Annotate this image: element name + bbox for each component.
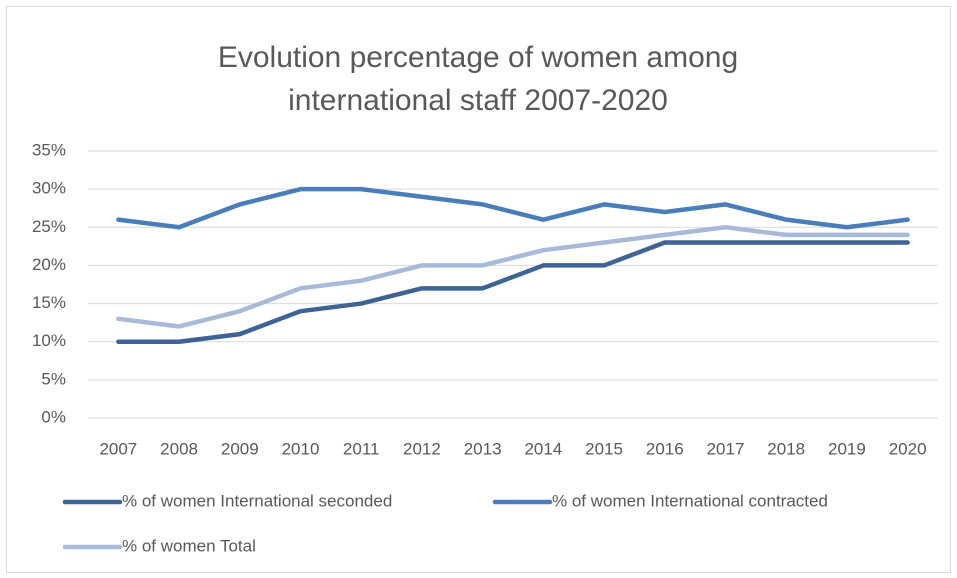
legend-label: % of women Total bbox=[122, 536, 256, 555]
y-tick-label: 30% bbox=[32, 179, 66, 198]
x-tick-label: 2018 bbox=[767, 439, 805, 458]
x-tick-label: 2015 bbox=[585, 439, 623, 458]
y-tick-label: 35% bbox=[32, 140, 66, 159]
chart-frame bbox=[6, 6, 951, 573]
x-tick-label: 2008 bbox=[160, 439, 198, 458]
x-tick-label: 2016 bbox=[646, 439, 684, 458]
y-tick-label: 25% bbox=[32, 217, 66, 236]
chart-title: Evolution percentage of women among inte… bbox=[217, 41, 739, 117]
y-tick-label: 0% bbox=[41, 407, 66, 426]
x-tick-label: 2017 bbox=[707, 439, 745, 458]
x-tick-label: 2007 bbox=[99, 439, 137, 458]
y-tick-label: 20% bbox=[32, 255, 66, 274]
x-tick-label: 2010 bbox=[282, 439, 320, 458]
x-tick-label: 2011 bbox=[343, 439, 380, 458]
x-tick-label: 2019 bbox=[828, 439, 866, 458]
series-line bbox=[116, 225, 910, 329]
y-tick-label: 15% bbox=[32, 293, 66, 312]
x-tick-label: 2020 bbox=[889, 439, 927, 458]
series-line bbox=[116, 240, 910, 344]
x-tick-label: 2013 bbox=[464, 439, 502, 458]
x-tick-label: 2009 bbox=[221, 439, 259, 458]
y-tick-label: 10% bbox=[32, 331, 66, 350]
x-tick-label: 2012 bbox=[403, 439, 441, 458]
legend-label: % of women International contracted bbox=[552, 491, 828, 510]
x-tick-label: 2014 bbox=[524, 439, 562, 458]
series-line bbox=[116, 186, 910, 230]
legend-label: % of women International seconded bbox=[122, 491, 392, 510]
y-tick-label: 5% bbox=[41, 369, 66, 388]
